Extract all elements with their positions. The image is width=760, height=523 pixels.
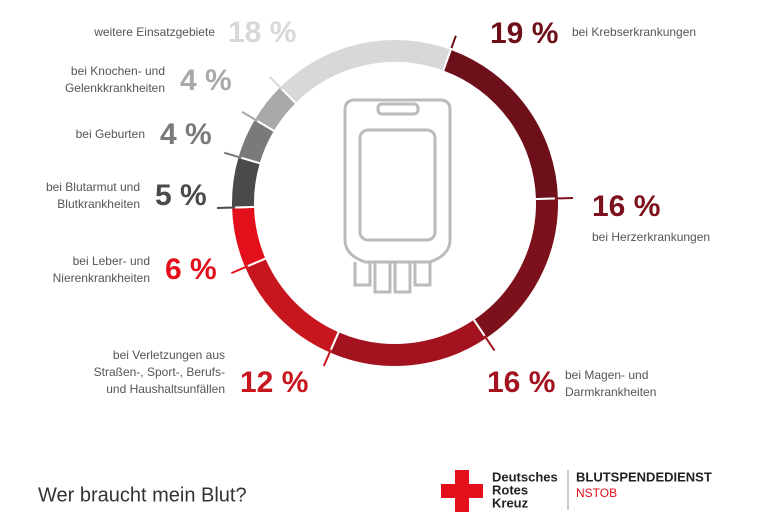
value-label: 16 % (487, 366, 555, 399)
logo-name: Deutsches (492, 469, 558, 484)
leader-tick (223, 151, 242, 159)
value-label: 18 % (228, 16, 296, 49)
leader-tick (217, 206, 236, 209)
value-label: 16 % (592, 190, 660, 223)
value-label: 6 % (165, 253, 217, 286)
value-label: 19 % (490, 17, 558, 50)
slice-label: bei Verletzungen aus (113, 348, 225, 362)
value-label: 5 % (155, 179, 207, 212)
donut-slice (278, 38, 453, 106)
slice-label: Darmkrankheiten (565, 385, 656, 399)
slice-label: bei Krebserkrankungen (572, 25, 696, 39)
donut-slice (230, 155, 262, 209)
slice-label: bei Blutarmut und (46, 180, 140, 194)
logo: Deutsches Rotes Kreuz BLUTSPENDEDIENST N… (441, 469, 712, 512)
slice-label: Blutkrankheiten (57, 197, 140, 211)
slice-label: Nierenkrankheiten (53, 271, 150, 285)
slice-label: bei Herzerkrankungen (592, 230, 710, 244)
donut-slice (441, 47, 560, 201)
slice-label: Straßen-, Sport-, Berufs- (94, 365, 225, 379)
donut-slice (230, 205, 268, 269)
leader-tick (230, 265, 249, 275)
leader-tick (322, 349, 332, 367)
leader-tick (554, 197, 573, 200)
leader-tick (241, 110, 259, 122)
donut-slice (471, 197, 560, 341)
leader-tick (483, 335, 496, 352)
logo-service: BLUTSPENDEDIENST (576, 469, 712, 484)
slice-label: weitere Einsatzgebiete (93, 25, 215, 39)
slice-label: bei Geburten (76, 127, 145, 141)
value-label: 12 % (240, 366, 308, 399)
logo-name: Rotes (492, 482, 528, 497)
logo-name: Kreuz (492, 495, 529, 510)
leader-tick (268, 75, 283, 91)
chart-title: Wer braucht mein Blut? (38, 484, 247, 506)
value-label: 4 % (160, 118, 212, 151)
value-label: 4 % (180, 64, 232, 97)
slice-label: bei Knochen- und (71, 64, 165, 78)
donut-slice (242, 256, 341, 355)
donut-slice (328, 317, 489, 368)
red-cross (441, 470, 483, 512)
slice-label: und Haushaltsunfällen (106, 382, 225, 396)
slice-label: bei Magen- und (565, 368, 648, 382)
logo-region: NSTOB (576, 486, 617, 500)
slice-label: bei Leber- und (73, 254, 150, 268)
blood-bag-icon (343, 98, 452, 294)
slice-label: Gelenkkrankheiten (65, 81, 165, 95)
